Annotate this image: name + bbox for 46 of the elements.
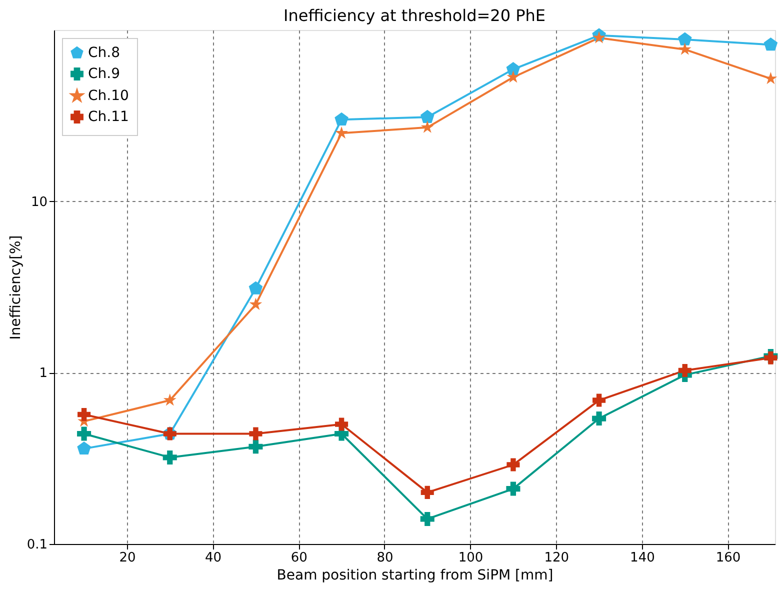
point [506, 70, 520, 83]
point [420, 120, 434, 133]
x-tick-label: 20 [119, 550, 136, 566]
point [592, 394, 606, 407]
x-tick-label: 140 [630, 550, 655, 566]
point [77, 426, 92, 441]
point [249, 427, 262, 440]
point [334, 112, 348, 126]
y-tick-label: 1 [39, 366, 48, 382]
legend-label: Ch.10 [88, 88, 129, 104]
point [162, 450, 177, 464]
point [77, 441, 91, 455]
point [248, 281, 263, 294]
x-axis-title: Beam position starting from SiPM [mm] [276, 568, 554, 584]
legend-label: Ch.9 [88, 66, 120, 82]
point [678, 42, 692, 55]
y-tick-label: 0.1 [26, 538, 48, 552]
point [592, 31, 606, 44]
point [420, 486, 434, 499]
point [248, 440, 263, 454]
point [678, 364, 692, 377]
point [420, 110, 434, 124]
y-axis-title: Inefficiency[%] [8, 235, 24, 340]
legend-label: Ch.11 [88, 109, 129, 125]
x-tick-label: 120 [544, 550, 570, 566]
x-tick-label: 60 [290, 550, 308, 566]
x-tick-label: 100 [458, 550, 484, 566]
point [592, 412, 606, 426]
y-tick-label: 10 [30, 194, 48, 210]
point [249, 298, 262, 310]
chart-title: Inefficiency at threshold=20 PhE [283, 6, 546, 26]
point [506, 62, 520, 76]
point [335, 126, 348, 139]
point [335, 418, 348, 431]
point [506, 482, 520, 496]
legend-label: Ch.8 [88, 45, 120, 61]
point [420, 512, 434, 526]
x-tick-label: 160 [716, 550, 741, 566]
x-tick-label: 80 [376, 550, 394, 566]
point [506, 458, 520, 472]
x-tick-label: 40 [205, 550, 222, 566]
point [764, 72, 778, 84]
point [678, 32, 692, 46]
point [78, 408, 91, 422]
point [163, 394, 176, 406]
point [764, 38, 778, 51]
